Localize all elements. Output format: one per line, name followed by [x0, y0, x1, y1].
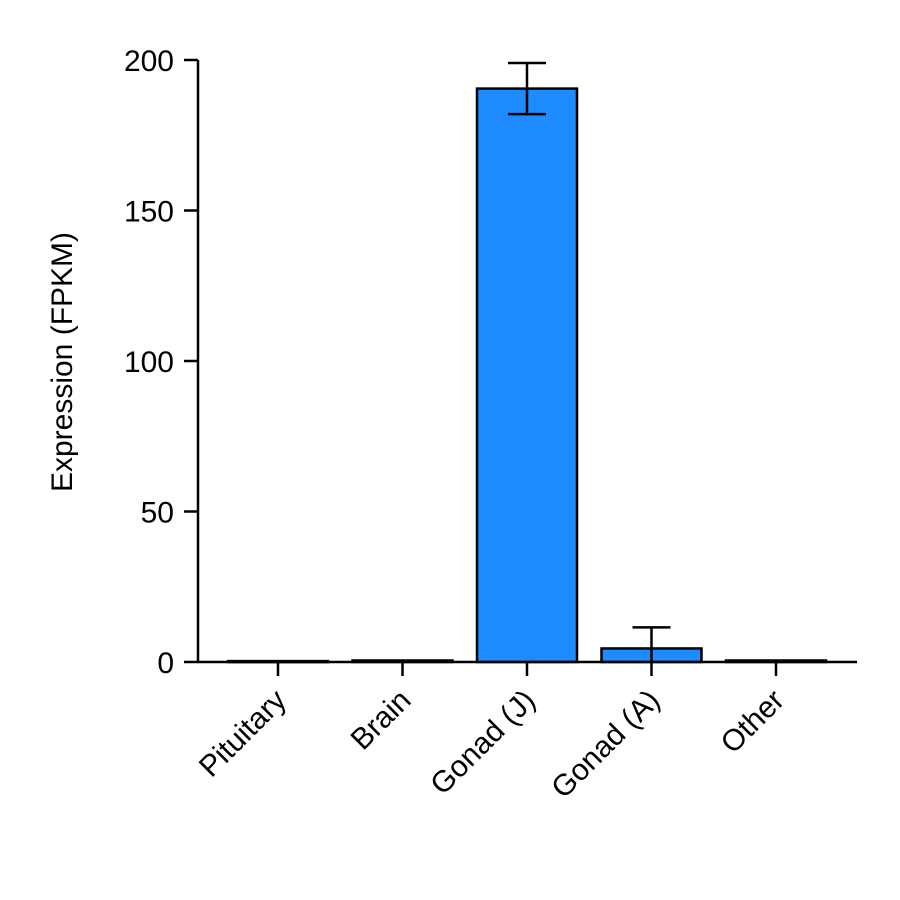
x-tick-label: Pituitary	[193, 684, 293, 784]
error-bars-group	[508, 61, 671, 662]
bars-group	[226, 87, 828, 664]
x-tick-label: Brain	[345, 684, 418, 757]
y-tick-label: 50	[141, 497, 174, 530]
y-ticks-group: 0 50 100 150 200	[124, 45, 198, 680]
x-tick-label: Gonad (A)	[545, 684, 666, 805]
x-tick-label: Other	[715, 684, 791, 760]
y-tick-label: 200	[124, 45, 174, 78]
x-ticks-group: Pituitary Brain Gonad (J) Gonad (A) Other	[193, 662, 791, 805]
x-tick-label: Gonad (J)	[424, 684, 542, 802]
bar	[475, 87, 579, 664]
y-tick-label: 150	[124, 196, 174, 229]
y-axis-title: Expression (FPKM)	[46, 232, 79, 492]
y-tick-label: 100	[124, 346, 174, 379]
y-tick-label: 0	[157, 647, 174, 680]
